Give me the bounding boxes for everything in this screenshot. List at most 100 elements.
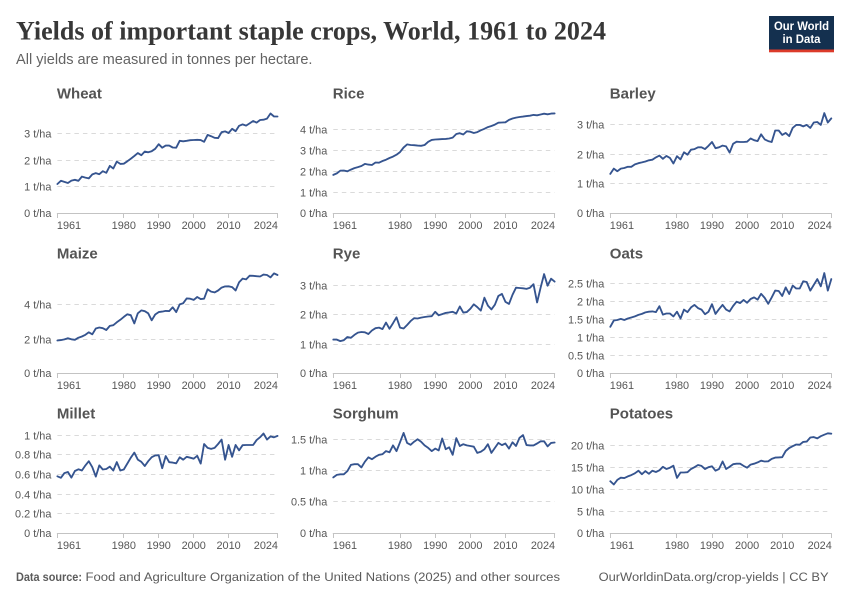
svg-text:1961: 1961 [57,220,81,232]
svg-text:1980: 1980 [665,380,689,392]
svg-text:1990: 1990 [423,380,447,392]
svg-text:1 t/ha: 1 t/ha [300,187,328,199]
svg-text:Rye: Rye [333,245,361,262]
svg-text:1980: 1980 [388,220,412,232]
svg-text:1990: 1990 [423,540,447,552]
svg-text:2010: 2010 [216,380,240,392]
svg-text:1 t/ha: 1 t/ha [577,332,605,344]
svg-text:2000: 2000 [182,540,206,552]
svg-text:2024: 2024 [808,380,832,392]
svg-text:0 t/ha: 0 t/ha [24,368,52,380]
svg-text:1961: 1961 [57,380,81,392]
svg-text:Wheat: Wheat [57,85,102,102]
svg-text:0.5 t/ha: 0.5 t/ha [291,496,328,508]
svg-text:1980: 1980 [388,540,412,552]
svg-text:15 t/ha: 15 t/ha [571,462,605,474]
svg-text:2000: 2000 [735,380,759,392]
svg-text:0 t/ha: 0 t/ha [577,208,605,220]
svg-text:1 t/ha: 1 t/ha [24,181,52,193]
svg-text:0.2 t/ha: 0.2 t/ha [15,508,52,520]
svg-text:2010: 2010 [493,220,517,232]
svg-text:2010: 2010 [216,540,240,552]
svg-text:1980: 1980 [112,220,136,232]
svg-text:5 t/ha: 5 t/ha [577,506,605,518]
svg-text:2024: 2024 [531,540,555,552]
svg-text:2 t/ha: 2 t/ha [24,155,52,167]
svg-text:1961: 1961 [610,380,634,392]
svg-text:Our World: Our World [774,21,829,33]
svg-text:2 t/ha: 2 t/ha [300,309,328,321]
svg-text:1.5 t/ha: 1.5 t/ha [568,314,605,326]
svg-text:Millet: Millet [57,405,95,422]
svg-text:1990: 1990 [147,380,171,392]
svg-text:OurWorldinData.org/crop-yields: OurWorldinData.org/crop-yields | CC BY [599,570,829,584]
svg-text:4 t/ha: 4 t/ha [300,124,328,136]
svg-text:2024: 2024 [808,220,832,232]
svg-text:3 t/ha: 3 t/ha [24,128,52,140]
svg-text:0 t/ha: 0 t/ha [24,208,52,220]
svg-text:1980: 1980 [112,380,136,392]
svg-text:1980: 1980 [665,540,689,552]
svg-text:0.6 t/ha: 0.6 t/ha [15,469,52,481]
svg-text:2 t/ha: 2 t/ha [577,149,605,161]
svg-text:2010: 2010 [493,380,517,392]
svg-text:2024: 2024 [254,220,278,232]
svg-text:2 t/ha: 2 t/ha [300,166,328,178]
svg-text:2024: 2024 [808,540,832,552]
svg-text:Data source:: Data source: [16,570,82,584]
svg-text:4 t/ha: 4 t/ha [24,299,52,311]
svg-text:2024: 2024 [531,380,555,392]
svg-text:2024: 2024 [254,380,278,392]
svg-text:in Data: in Data [783,34,822,46]
svg-text:Potatoes: Potatoes [610,405,673,422]
svg-text:0 t/ha: 0 t/ha [577,528,605,540]
svg-text:3 t/ha: 3 t/ha [300,145,328,157]
svg-text:10 t/ha: 10 t/ha [571,484,605,496]
svg-text:Barley: Barley [610,85,657,102]
svg-text:3 t/ha: 3 t/ha [300,280,328,292]
svg-text:2.5 t/ha: 2.5 t/ha [568,278,605,290]
svg-text:0 t/ha: 0 t/ha [24,528,52,540]
svg-text:1990: 1990 [423,220,447,232]
svg-text:2010: 2010 [493,540,517,552]
svg-text:2010: 2010 [770,540,794,552]
svg-text:Oats: Oats [610,245,643,262]
svg-text:3 t/ha: 3 t/ha [577,119,605,131]
svg-text:0.8 t/ha: 0.8 t/ha [15,449,52,461]
svg-text:1980: 1980 [665,220,689,232]
svg-text:1 t/ha: 1 t/ha [577,178,605,190]
svg-text:1961: 1961 [333,540,357,552]
svg-text:1990: 1990 [700,540,724,552]
svg-text:1 t/ha: 1 t/ha [24,430,52,442]
svg-text:0 t/ha: 0 t/ha [300,208,328,220]
svg-text:1961: 1961 [57,540,81,552]
svg-text:1 t/ha: 1 t/ha [300,465,328,477]
svg-text:1980: 1980 [388,380,412,392]
svg-text:2010: 2010 [770,220,794,232]
svg-text:2000: 2000 [182,220,206,232]
svg-text:2010: 2010 [216,220,240,232]
svg-text:2000: 2000 [458,540,482,552]
svg-text:1.5 t/ha: 1.5 t/ha [291,434,328,446]
svg-text:0 t/ha: 0 t/ha [300,528,328,540]
svg-text:0 t/ha: 0 t/ha [577,368,605,380]
svg-text:Rice: Rice [333,85,365,102]
svg-text:2024: 2024 [254,540,278,552]
svg-text:1961: 1961 [610,540,634,552]
svg-text:1 t/ha: 1 t/ha [300,339,328,351]
svg-text:Food and Agriculture Organizat: Food and Agriculture Organization of the… [86,570,561,584]
svg-text:1990: 1990 [700,220,724,232]
svg-text:Yields of important staple cro: Yields of important staple crops, World,… [16,17,606,46]
svg-text:2000: 2000 [182,380,206,392]
svg-text:All yields are measured in ton: All yields are measured in tonnes per he… [16,52,313,68]
svg-text:2010: 2010 [770,380,794,392]
svg-text:1990: 1990 [147,540,171,552]
svg-text:1990: 1990 [147,220,171,232]
svg-text:2024: 2024 [531,220,555,232]
svg-text:0.5 t/ha: 0.5 t/ha [568,350,605,362]
svg-text:20 t/ha: 20 t/ha [571,440,605,452]
svg-text:2000: 2000 [458,380,482,392]
svg-text:2000: 2000 [458,220,482,232]
svg-text:1990: 1990 [700,380,724,392]
svg-text:Maize: Maize [57,245,98,262]
